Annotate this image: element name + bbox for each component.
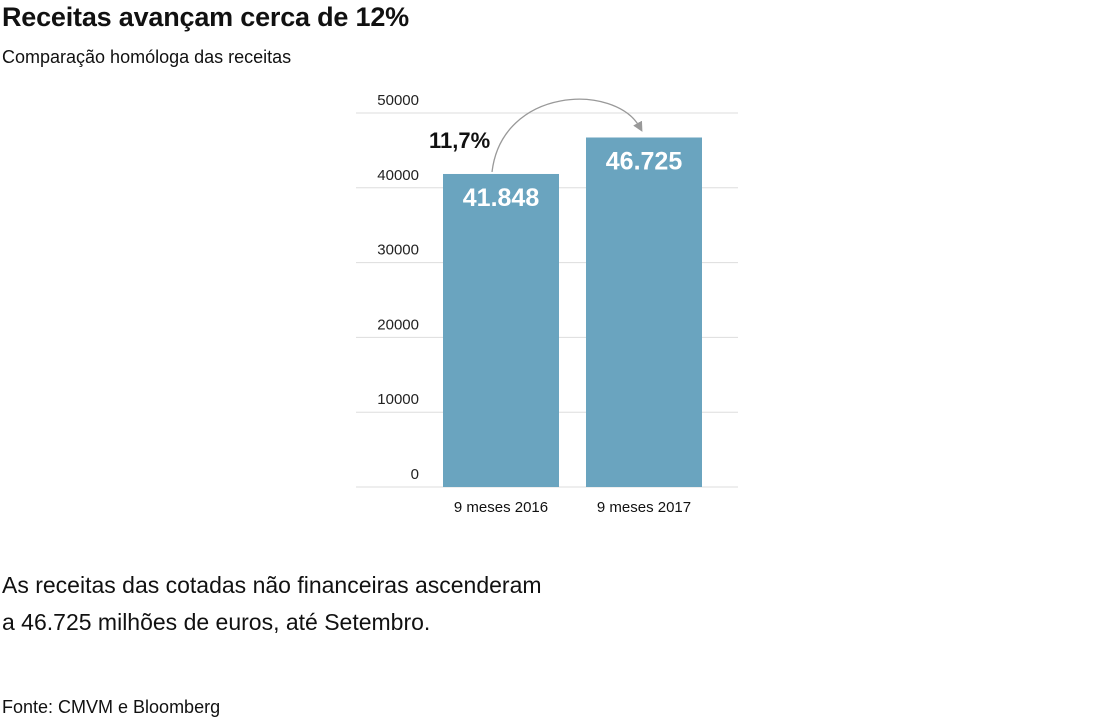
x-category-label: 9 meses 2016: [454, 499, 548, 516]
chart-subtitle: Comparação homóloga das receitas: [2, 47, 292, 67]
bar-value-label: 46.725: [606, 147, 683, 175]
y-tick-label: 30000: [377, 242, 419, 259]
bar-2: [586, 137, 702, 487]
description-line-2: a 46.725 milhões de euros, até Setembro.: [2, 609, 431, 635]
bar-1: [443, 173, 559, 487]
chart-description: As receitas das cotadas não financeiras …: [2, 567, 762, 641]
y-tick-label: 50000: [377, 92, 419, 109]
chart-title: Receitas avançam cerca de 12%: [2, 2, 409, 32]
description-line-1: As receitas das cotadas não financeiras …: [2, 572, 542, 598]
y-tick-label: 20000: [377, 316, 419, 333]
y-tick-label: 0: [411, 466, 419, 483]
labels: 0 10000 20000 30000 40000 50000 41.848 9 meses …: [377, 92, 691, 516]
source-note: Fonte: CMVM e Bloomberg: [2, 697, 221, 717]
x-category-label: 9 meses 2017: [597, 499, 691, 516]
growth-percent-label: 11,7%: [429, 128, 490, 153]
bars: [443, 137, 702, 487]
y-tick-label: 10000: [377, 391, 419, 408]
bar-value-label: 41.848: [463, 184, 540, 212]
growth-arrow: [491, 98, 643, 173]
growth-annotation: 11,7%: [429, 98, 643, 173]
y-tick-label: 40000: [377, 167, 419, 184]
